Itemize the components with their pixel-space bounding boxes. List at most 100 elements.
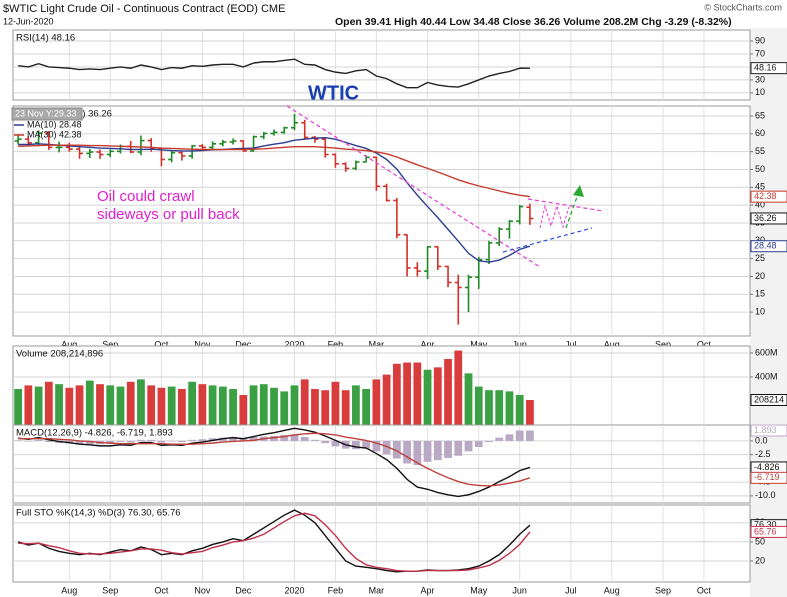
- histogram-bar: [14, 440, 23, 441]
- histogram-bar: [454, 440, 463, 456]
- panel-legend: Volume 208,214,896: [16, 349, 103, 360]
- volume-bar: [14, 388, 23, 425]
- volume-bar: [352, 385, 360, 425]
- volume-bar: [75, 385, 84, 425]
- histogram-bar: [249, 437, 258, 441]
- panel-frame: [12, 29, 751, 101]
- projection-arrow: [565, 193, 579, 229]
- x-tick-label: Apr: [421, 339, 435, 349]
- x-tick-label: Oct: [154, 339, 169, 349]
- volume-bar: [321, 390, 330, 425]
- y-tick-label: 65: [755, 110, 765, 120]
- x-tick-label: Sep: [655, 339, 671, 349]
- y-tick-label: 50: [755, 164, 765, 174]
- y-tick-label: -2.5: [755, 449, 771, 459]
- series-line: [18, 137, 531, 263]
- volume-bar: [372, 379, 381, 425]
- panel: 600M 400M 208214 Volume 208,214,896: [12, 345, 787, 426]
- last-value-label: 48.16: [754, 63, 777, 73]
- histogram-bar: [116, 440, 125, 443]
- histogram-bar: [188, 439, 197, 441]
- histogram-bar: [474, 440, 483, 447]
- x-tick-label: Sep: [102, 585, 118, 595]
- y-tick-label: -10.0: [755, 490, 776, 500]
- volume-bar: [311, 388, 319, 425]
- histogram-bar: [239, 438, 248, 441]
- volume-bar: [249, 385, 258, 425]
- histogram-bar: [413, 440, 422, 466]
- histogram-bar: [167, 440, 176, 442]
- histogram-bar: [147, 439, 156, 441]
- panel: 656055504540353025201510AugSepOctNovDec2…: [11, 105, 787, 349]
- y-tick-label: 45: [755, 182, 765, 192]
- histogram-bar: [126, 440, 135, 443]
- last-value-label: 208214: [754, 394, 784, 404]
- panel-legend: Full STO %K(14,3) %D(3) 76.30, 65.76: [16, 508, 181, 519]
- plot-layers: 90 70 50 30 10 48.16 RSI(14) 48.16 65 60 55 50 45 40…: [11, 29, 787, 595]
- x-tick-label: Jul: [565, 339, 577, 349]
- panel-frame: [12, 424, 751, 504]
- volume-bar: [34, 386, 43, 425]
- volume-bar: [65, 387, 74, 425]
- volume-bar: [106, 385, 115, 425]
- x-tick-label: Dec: [235, 339, 252, 349]
- volume-bar: [403, 362, 411, 425]
- volume-bar: [116, 386, 125, 425]
- panel: 0.0-2.5-5.0-7.5-10.01.893-4.826-6.719MAC…: [12, 424, 787, 504]
- last-value-label: 76.30: [754, 520, 777, 530]
- x-tick-label: Jun: [512, 339, 527, 349]
- histogram-bar: [75, 440, 84, 445]
- histogram-bar: [290, 434, 299, 441]
- volume-bar: [382, 374, 391, 425]
- x-tick-label: Sep: [102, 339, 118, 349]
- histogram-bar: [44, 440, 53, 443]
- x-tick-label: Apr: [421, 585, 435, 595]
- series-line: [18, 427, 531, 498]
- y-tick-label: 20: [755, 555, 765, 565]
- volume-bar: [331, 381, 340, 425]
- y-tick-label: 10: [755, 306, 765, 316]
- x-tick-label: Sep: [655, 585, 671, 595]
- legend-entry: MA(30) 42.38: [27, 129, 82, 139]
- volume-bar: [392, 363, 401, 425]
- y-tick-label: 400M: [755, 371, 778, 381]
- last-value-label: 65.76: [754, 526, 777, 536]
- last-value-box: [750, 471, 787, 484]
- annotation: WTIC: [308, 82, 359, 104]
- histogram-bar: [280, 434, 289, 441]
- series-line: [18, 512, 531, 572]
- y-tick-label: 30: [755, 74, 765, 84]
- histogram-bar: [352, 440, 360, 450]
- x-tick-label: Aug: [604, 585, 620, 595]
- volume-bar: [44, 381, 53, 425]
- x-tick-label: 2020: [284, 585, 304, 595]
- volume-bar: [198, 384, 207, 425]
- volume-bar: [454, 350, 463, 425]
- panel: 805020AugSepOctNovDec2020FebMarAprMayJun…: [12, 504, 787, 595]
- y-tick-label: 30: [755, 235, 765, 245]
- volume-bar: [270, 387, 278, 425]
- histogram-bar: [208, 438, 217, 441]
- x-tick-label: Feb: [328, 585, 344, 595]
- histogram-bar: [137, 439, 145, 441]
- histogram-bar: [362, 440, 371, 449]
- panel-frame: [12, 345, 751, 426]
- axis-column: [750, 28, 787, 597]
- y-tick-label: 10: [755, 87, 765, 97]
- x-tick-label: Feb: [328, 339, 344, 349]
- histogram-bar: [157, 440, 166, 443]
- histogram-bar: [444, 440, 452, 458]
- x-tick-label: Dec: [235, 585, 252, 595]
- last-value-box: [750, 62, 787, 75]
- volume-bar: [505, 391, 514, 425]
- annotation: sideways or pull back: [97, 206, 240, 223]
- arrow-head: [573, 185, 584, 197]
- x-tick-label: Nov: [194, 339, 211, 349]
- trend-line: [502, 227, 593, 253]
- x-tick-label: Jul: [565, 585, 577, 595]
- histogram-bar: [321, 440, 330, 444]
- histogram-bar: [382, 440, 391, 455]
- y-tick-label: 70: [755, 48, 765, 58]
- volume-bar: [280, 391, 289, 425]
- volume-bar: [464, 373, 473, 425]
